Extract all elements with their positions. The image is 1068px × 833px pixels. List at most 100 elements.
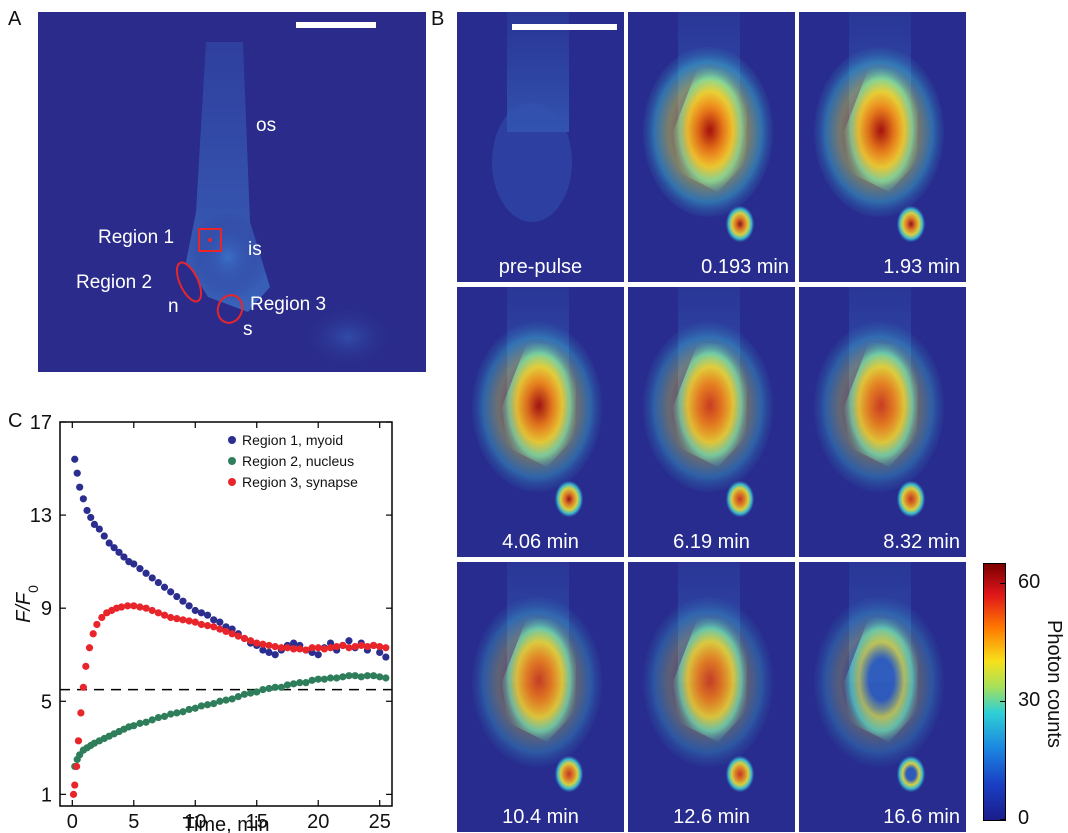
data-point xyxy=(85,644,94,652)
panel-a-letter: A xyxy=(8,8,22,30)
data-point xyxy=(69,790,78,798)
data-point xyxy=(191,618,199,626)
data-point xyxy=(216,618,224,626)
tile-cell-image xyxy=(643,12,773,242)
y-axis-label-subscript: 0 xyxy=(25,585,41,593)
tile-label: 10.4 min xyxy=(502,806,579,828)
data-point xyxy=(320,645,328,653)
legend-marker xyxy=(228,436,236,444)
tile-6: 10.4 min xyxy=(457,562,624,832)
roi-region-1 xyxy=(198,228,222,252)
data-point xyxy=(345,637,353,645)
colorbar-tick-label: 30 xyxy=(1018,688,1041,711)
tile-3: 4.06 min xyxy=(457,287,624,557)
y-tick-label: 5 xyxy=(41,691,52,713)
data-point xyxy=(333,674,341,682)
data-point xyxy=(160,583,169,591)
tile-label: 1.93 min xyxy=(883,256,960,278)
data-point xyxy=(228,630,236,638)
data-point xyxy=(160,712,169,720)
data-point xyxy=(271,683,279,691)
data-point xyxy=(246,637,255,645)
data-point xyxy=(71,455,79,463)
tile-4: 6.19 min xyxy=(628,287,795,557)
x-tick-label: 15 xyxy=(246,811,268,833)
data-point xyxy=(333,642,341,651)
data-point xyxy=(130,722,138,730)
data-point xyxy=(382,644,390,652)
data-point xyxy=(154,578,162,587)
data-point xyxy=(234,693,242,701)
data-point xyxy=(136,603,144,611)
tile-cell-image xyxy=(814,562,944,792)
data-point xyxy=(210,623,218,631)
data-point xyxy=(382,653,390,661)
data-point xyxy=(87,513,95,522)
data-point xyxy=(117,603,126,611)
data-point xyxy=(136,719,144,727)
x-tick-label: 25 xyxy=(369,811,391,833)
label-region-2: Region 2 xyxy=(76,272,153,293)
data-point xyxy=(290,645,298,653)
x-tick-label: 5 xyxy=(128,811,139,833)
data-point xyxy=(173,592,181,601)
label-os: os xyxy=(256,115,277,136)
data-point xyxy=(197,609,206,617)
data-point xyxy=(283,644,292,652)
tile-label: 0.193 min xyxy=(701,256,789,278)
tile-label: pre-pulse xyxy=(498,256,583,278)
legend-label: Region 1, myoid xyxy=(242,432,343,448)
legend-marker xyxy=(228,457,236,465)
data-point xyxy=(154,713,162,722)
roi-region-2 xyxy=(175,261,203,303)
data-point xyxy=(302,646,310,654)
data-point xyxy=(283,681,292,689)
data-point xyxy=(74,737,83,745)
data-point xyxy=(167,613,175,622)
data-point xyxy=(314,651,322,659)
tile-label: 6.19 min xyxy=(673,531,750,553)
data-point xyxy=(142,718,150,726)
tile-5: 8.32 min xyxy=(799,287,966,557)
data-point xyxy=(98,613,106,622)
tile-cell-image xyxy=(643,562,773,792)
tile-cell-image xyxy=(472,287,602,517)
label-region-1: Region 1 xyxy=(98,227,175,248)
data-point xyxy=(240,690,249,698)
data-point xyxy=(308,676,316,684)
data-point xyxy=(210,700,218,708)
data-point xyxy=(296,645,304,653)
y-tick-label: 13 xyxy=(30,505,52,527)
data-point xyxy=(382,674,390,682)
data-point xyxy=(89,630,97,638)
legend-label: Region 2, nucleus xyxy=(242,453,354,469)
label-n: n xyxy=(168,296,179,317)
data-point xyxy=(173,709,181,717)
data-point xyxy=(216,697,224,705)
data-point xyxy=(179,616,187,624)
label-s: s xyxy=(243,319,253,340)
tile-label: 12.6 min xyxy=(673,806,750,828)
data-point xyxy=(79,683,87,691)
tile-label: 4.06 min xyxy=(502,531,579,553)
label-is: is xyxy=(248,239,262,260)
data-point xyxy=(167,710,175,718)
data-point xyxy=(76,483,84,491)
data-point xyxy=(100,532,108,540)
y-tick-label: 1 xyxy=(41,784,52,806)
data-point xyxy=(259,640,267,648)
data-point xyxy=(79,495,87,503)
data-point xyxy=(203,701,212,709)
data-point xyxy=(197,702,206,710)
legend-label: Region 3, synapse xyxy=(242,474,358,490)
data-point xyxy=(357,673,365,681)
data-point xyxy=(222,696,230,704)
y-tick-label: 17 xyxy=(30,412,52,434)
data-point xyxy=(185,617,193,625)
data-point xyxy=(308,644,316,652)
data-point xyxy=(136,565,144,573)
data-point xyxy=(271,642,279,651)
data-point xyxy=(115,548,123,556)
data-point xyxy=(71,781,79,789)
